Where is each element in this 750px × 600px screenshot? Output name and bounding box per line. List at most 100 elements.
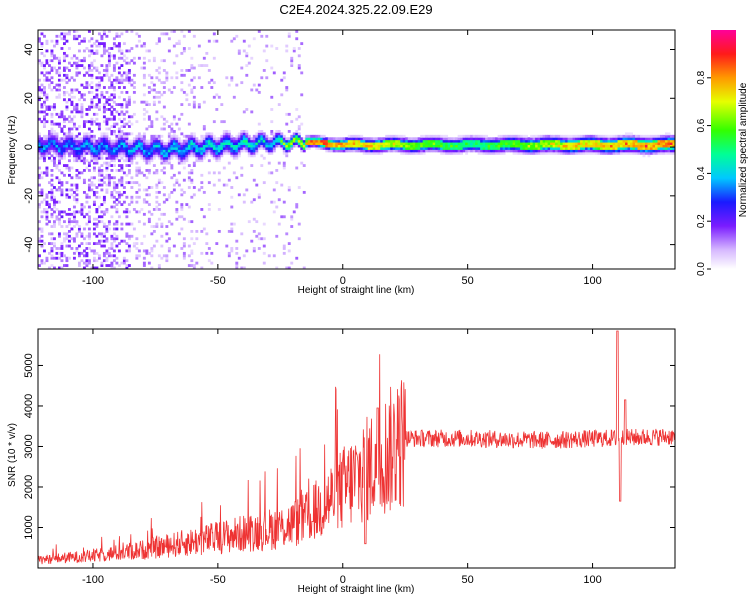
heatmap-cell (92, 149, 96, 153)
heatmap-cell (155, 222, 159, 226)
heatmap-cell (142, 73, 146, 77)
heatmap-cell (70, 139, 74, 143)
heatmap-cell (110, 149, 114, 153)
heatmap-cell (45, 193, 49, 197)
heatmap-cell (192, 142, 196, 146)
y-tick-label: 2000 (23, 475, 35, 499)
heatmap-cell (87, 215, 91, 219)
heatmap-cell (50, 81, 54, 85)
heatmap-cell (560, 149, 563, 153)
heatmap-cell (557, 147, 561, 150)
heatmap-cell (105, 98, 109, 102)
heatmap-cell (352, 134, 356, 138)
heatmap-cell (55, 215, 59, 219)
heatmap-cell (487, 149, 491, 153)
heatmap-cell (230, 195, 234, 199)
heatmap-cell (485, 144, 489, 148)
heatmap-cell (610, 137, 613, 141)
heatmap-cell (270, 129, 274, 133)
heatmap-cell (85, 132, 89, 136)
heatmap-cell (262, 134, 266, 138)
heatmap-cell (375, 139, 379, 143)
heatmap-cell (217, 229, 221, 233)
heatmap-cell (130, 47, 134, 50)
heatmap-cell (97, 125, 101, 128)
heatmap-cell (377, 137, 381, 141)
heatmap-cell (155, 139, 159, 143)
heatmap-cell (285, 122, 289, 126)
heatmap-cell (612, 139, 616, 143)
heatmap-cell (227, 254, 231, 258)
heatmap-cell (200, 229, 204, 233)
heatmap-cell (120, 154, 124, 158)
heatmap-cell (180, 154, 184, 158)
heatmap-cell (615, 137, 618, 141)
heatmap-cell (85, 86, 89, 89)
heatmap-cell (187, 142, 191, 146)
heatmap-cell (340, 144, 344, 148)
heatmap-cell (43, 149, 46, 153)
heatmap-cell (225, 142, 229, 146)
heatmap-cell (560, 151, 563, 155)
heatmap-cell (255, 137, 259, 141)
heatmap-cell (92, 112, 96, 116)
heatmap-cell (247, 139, 251, 143)
colorbar-tick-label: 0.2 (696, 214, 707, 228)
heatmap-cell (405, 149, 409, 153)
heatmap-cell (275, 129, 279, 133)
heatmap-cell (245, 134, 249, 138)
heatmap-cell (550, 137, 553, 141)
heatmap-cell (157, 134, 161, 138)
x-tick-label: 0 (340, 275, 346, 287)
heatmap-cell (590, 151, 593, 155)
heatmap-cell (90, 154, 94, 158)
heatmap-cell (472, 147, 476, 150)
heatmap-cell (112, 66, 116, 70)
heatmap-cell (307, 144, 311, 148)
heatmap-cell (40, 137, 44, 141)
heatmap-cell (607, 137, 611, 141)
heatmap-cell (202, 142, 206, 146)
heatmap-cell (102, 212, 106, 216)
heatmap-cell (43, 78, 46, 82)
heatmap-cell (45, 108, 49, 111)
heatmap-cell (72, 37, 76, 41)
heatmap-cell (87, 205, 91, 209)
heatmap-cell (167, 237, 171, 241)
heatmap-cell (330, 147, 334, 150)
heatmap-cell (180, 69, 184, 72)
heatmap-cell (43, 154, 46, 158)
heatmap-cell (117, 103, 121, 106)
heatmap-cell (655, 142, 658, 146)
heatmap-cell (117, 34, 121, 38)
heatmap-cell (57, 56, 61, 60)
heatmap-cell (167, 134, 171, 138)
heatmap-cell (470, 142, 474, 146)
heatmap-cell (497, 151, 501, 155)
heatmap-cell (38, 220, 41, 224)
heatmap-cell (62, 220, 66, 224)
heatmap-cell (237, 149, 241, 153)
heatmap-cell (372, 144, 376, 148)
heatmap-cell (285, 232, 289, 236)
heatmap-cell (375, 137, 379, 141)
heatmap-cell (192, 186, 196, 189)
heatmap-cell (502, 149, 506, 153)
heatmap-cell (200, 151, 204, 155)
heatmap-cell (130, 139, 134, 143)
heatmap-cell (105, 161, 109, 165)
heatmap-cell (350, 144, 354, 148)
heatmap-cell (145, 154, 149, 158)
heatmap-cell (595, 139, 598, 143)
heatmap-cell (77, 59, 81, 63)
heatmap-cell (452, 137, 456, 141)
heatmap-cell (38, 137, 41, 141)
heatmap-cell (297, 66, 301, 70)
heatmap-cell (167, 193, 171, 197)
heatmap-cell (300, 147, 304, 150)
heatmap-cell (192, 151, 196, 155)
heatmap-cell (160, 81, 164, 85)
heatmap-cell (77, 229, 81, 233)
heatmap-cell (552, 134, 556, 138)
heatmap-cell (65, 90, 69, 94)
